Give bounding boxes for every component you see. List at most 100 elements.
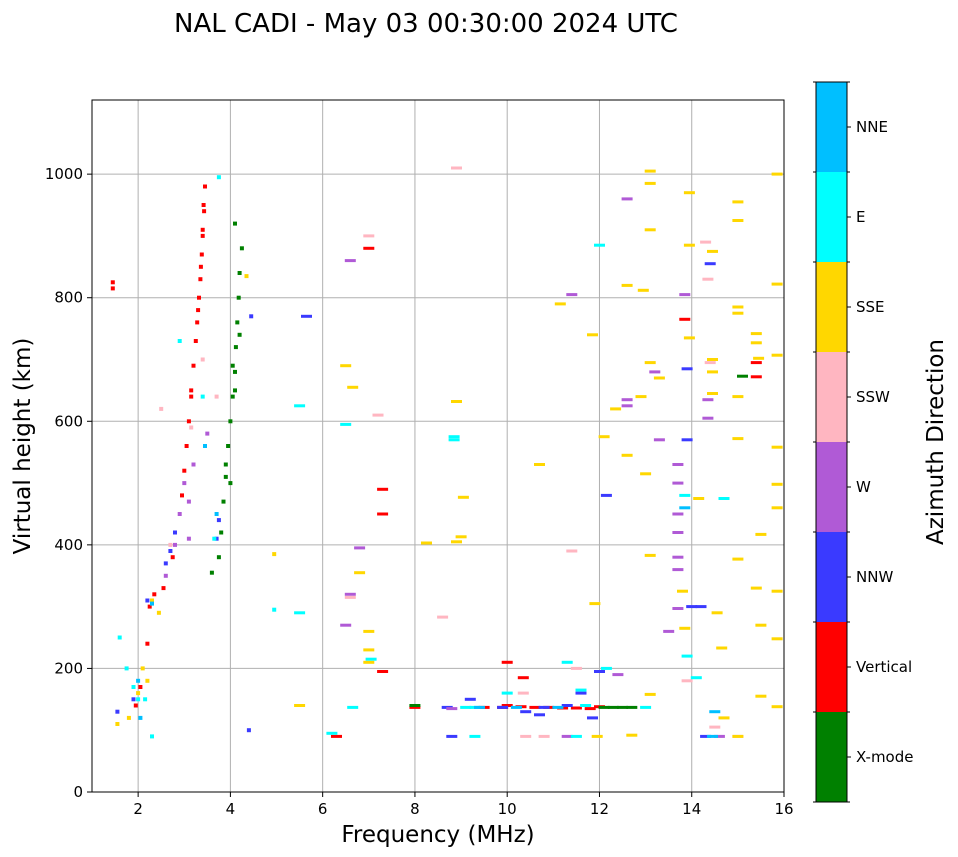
data-point [177, 512, 182, 516]
colorbar-segment [816, 262, 847, 352]
data-point [344, 595, 356, 599]
data-point [173, 542, 177, 547]
data-point [672, 568, 684, 572]
data-point [732, 305, 744, 309]
data-point [653, 438, 665, 442]
data-point [409, 705, 421, 709]
data-point [212, 536, 217, 541]
data-point [637, 288, 649, 292]
data-point [617, 705, 628, 709]
data-point [377, 512, 389, 516]
data-point [214, 394, 219, 399]
data-point [363, 234, 375, 238]
data-point [570, 706, 582, 710]
data-point [677, 589, 688, 593]
data-point [110, 280, 115, 285]
data-point [182, 481, 187, 486]
data-point [163, 561, 168, 566]
data-point [716, 646, 728, 650]
data-point [644, 692, 656, 696]
data-point [679, 626, 691, 630]
data-point [228, 481, 233, 486]
data-point [168, 549, 173, 553]
data-point [195, 320, 200, 325]
data-point [732, 395, 744, 399]
data-point [421, 541, 432, 545]
data-point [200, 394, 205, 399]
data-point [233, 388, 237, 393]
data-point [683, 336, 695, 340]
data-point [205, 431, 210, 436]
data-point [126, 715, 131, 720]
data-point [216, 555, 221, 560]
data-point [156, 610, 161, 615]
data-point [226, 444, 231, 448]
data-point [610, 407, 622, 411]
data-point [704, 361, 716, 365]
colorbar-tick-label: NNE [856, 118, 888, 136]
colorbar-segment [816, 172, 847, 262]
data-point [272, 552, 277, 557]
colorbar-segment [816, 352, 847, 442]
data-point [591, 734, 603, 738]
data-point [575, 691, 587, 695]
data-point [644, 553, 656, 557]
data-point [755, 623, 767, 627]
data-point [347, 705, 359, 709]
data-point [621, 453, 633, 457]
data-point [575, 688, 587, 692]
data-point [529, 705, 541, 709]
data-point [437, 615, 449, 619]
data-point [115, 709, 120, 714]
colorbar-segment [816, 442, 847, 532]
data-point [750, 332, 762, 336]
data-point [235, 320, 240, 325]
data-point [672, 463, 684, 466]
data-point [191, 462, 196, 467]
x-ticks: 2 4 6 8 10 12 14 16 [133, 792, 794, 818]
data-point [446, 707, 458, 711]
data-point [363, 648, 375, 652]
data-point [501, 704, 513, 707]
data-point [457, 495, 469, 499]
data-point [713, 734, 725, 738]
colorbar-frame [815, 81, 848, 803]
data-point [143, 697, 148, 702]
data-point [600, 493, 612, 497]
colorbar-segment [816, 712, 847, 802]
data-point [732, 557, 744, 561]
data-point [718, 716, 730, 720]
data-point [460, 705, 472, 709]
data-point [173, 530, 177, 535]
data-point [448, 435, 460, 439]
data-point [221, 499, 226, 504]
data-point [200, 227, 205, 232]
data-point [272, 607, 277, 612]
data-point [140, 666, 145, 671]
data-point [200, 233, 205, 238]
data-point [570, 666, 582, 670]
data-point [737, 374, 748, 378]
data-point [626, 733, 638, 737]
data-point [681, 654, 693, 658]
data-point [301, 314, 312, 318]
data-point [501, 691, 513, 695]
data-point [520, 710, 532, 714]
data-point [372, 413, 384, 417]
data-point [136, 691, 141, 696]
data-point [377, 670, 389, 673]
data-point [517, 676, 529, 680]
colorbar-tick-label: NNW [856, 568, 893, 586]
data-point [363, 629, 375, 633]
data-point [474, 705, 485, 709]
data-point [138, 715, 143, 720]
data-point [186, 536, 191, 541]
data-point [709, 725, 721, 729]
data-point [672, 555, 684, 559]
data-points [110, 166, 783, 739]
data-point [589, 602, 601, 606]
data-point [150, 734, 154, 739]
data-point [538, 734, 550, 738]
data-point [561, 704, 573, 707]
data-point [236, 295, 241, 300]
